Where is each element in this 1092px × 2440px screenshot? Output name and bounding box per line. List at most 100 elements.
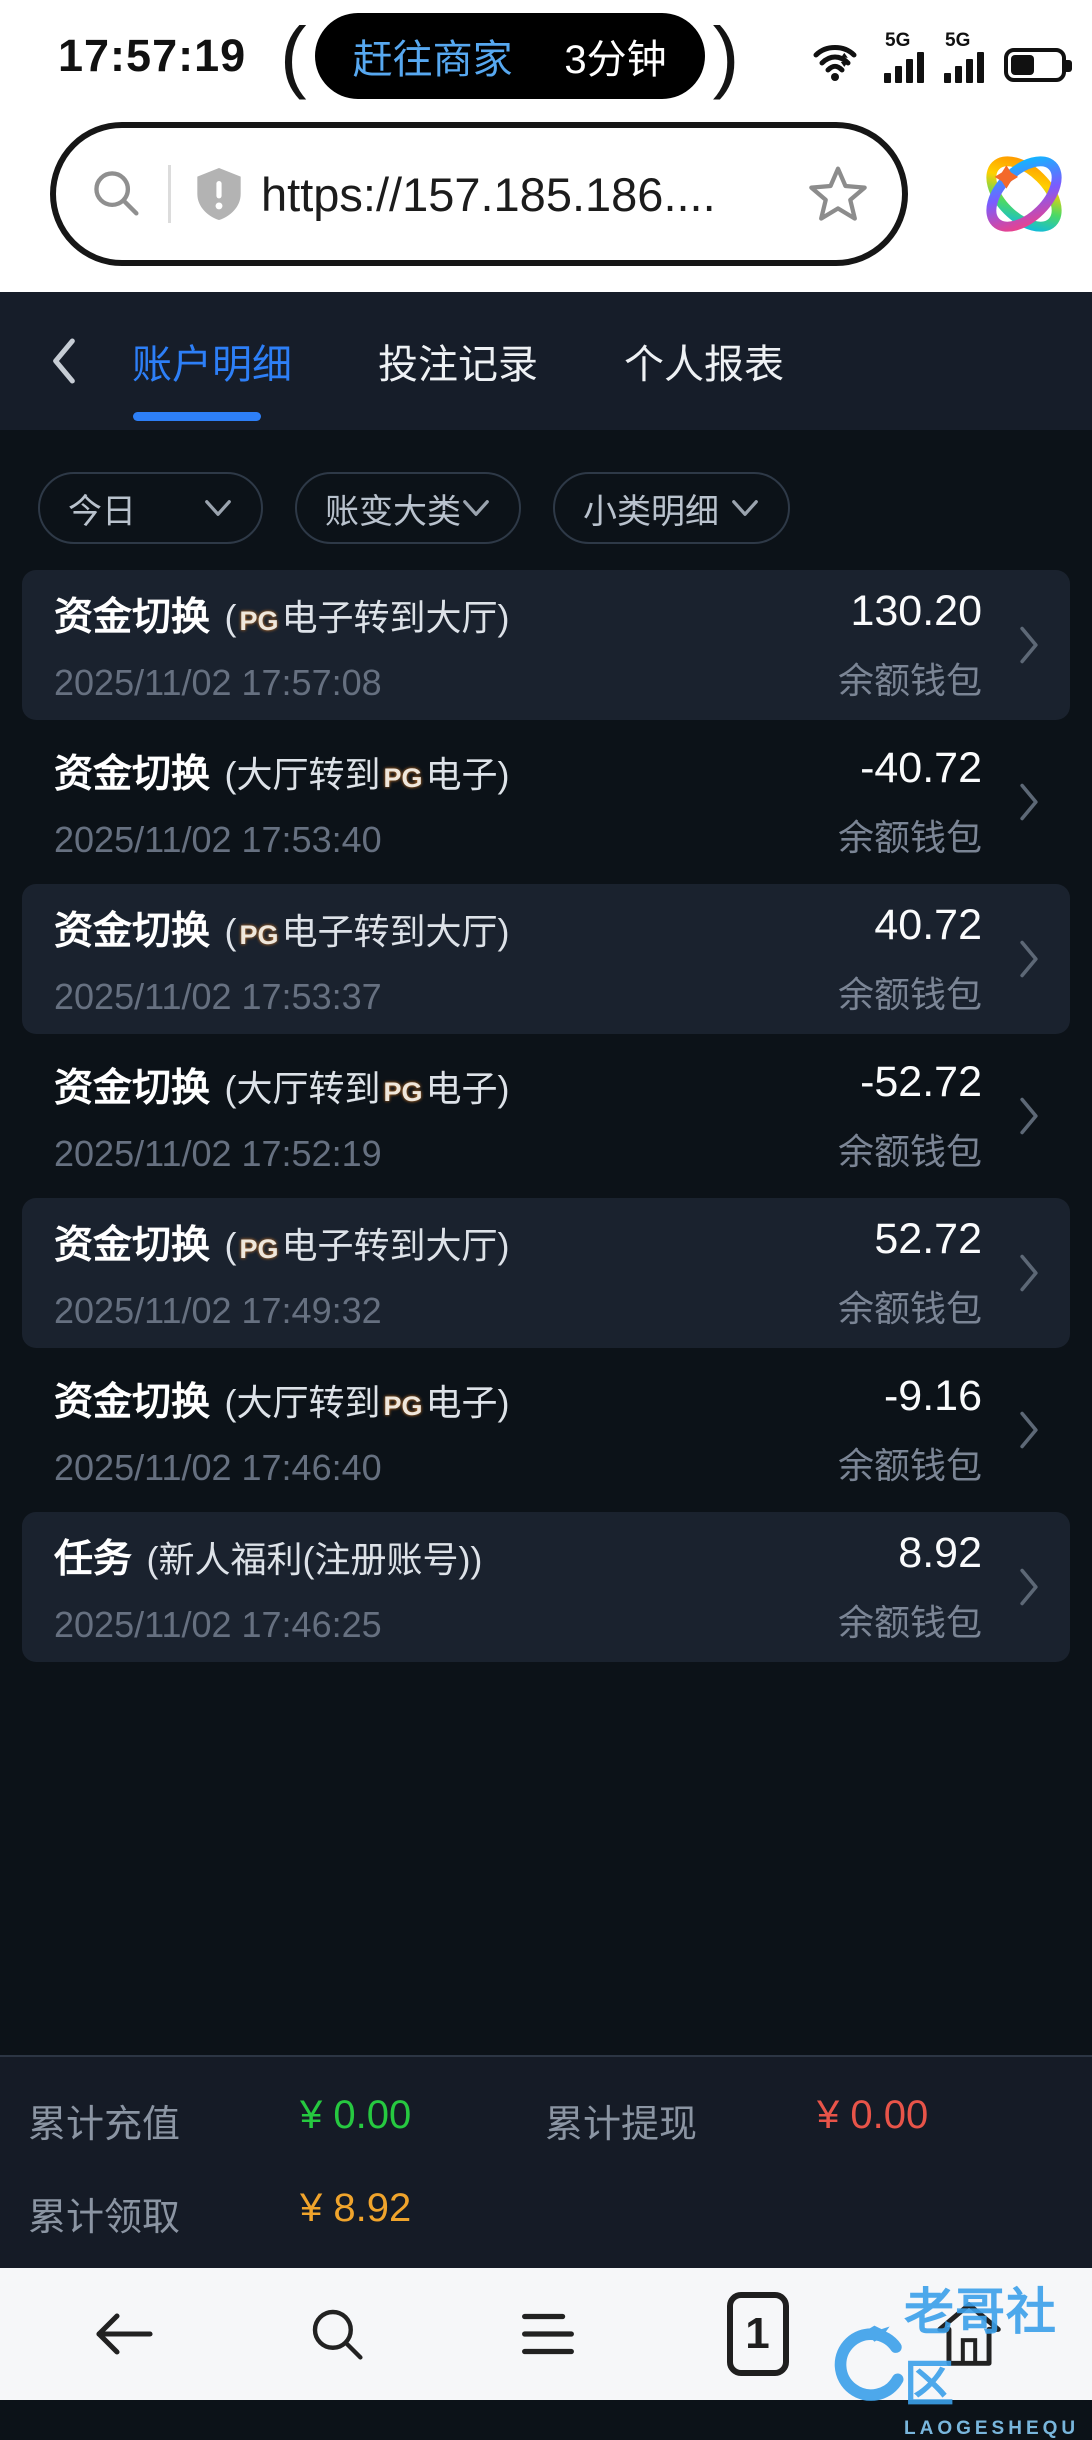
battery-icon <box>1004 48 1072 82</box>
transaction-wallet: 余额钱包 <box>837 816 982 858</box>
transaction-datetime: 2025/11/02 17:46:40 <box>54 1447 382 1488</box>
shield-alert-icon[interactable] <box>193 165 245 223</box>
transaction-datetime: 2025/11/02 17:46:25 <box>54 1604 382 1645</box>
filter-row: 今日 账变大类 小类明细 <box>38 472 1092 544</box>
transaction-wallet: 余额钱包 <box>837 973 982 1015</box>
chevron-right-icon <box>1020 1411 1038 1449</box>
transaction-datetime: 2025/11/02 17:53:40 <box>54 819 382 860</box>
pg-soft-logo-icon: PG <box>239 920 279 950</box>
dragon-logo-icon <box>834 2325 904 2401</box>
chevron-down-icon <box>732 500 758 516</box>
chevron-down-icon <box>463 500 489 516</box>
page-header: 账户明细 投注记录 个人报表 <box>0 292 1092 430</box>
back-chevron-icon[interactable] <box>44 333 84 389</box>
transaction-datetime: 2025/11/02 17:52:19 <box>54 1133 382 1174</box>
filter-subcategory[interactable]: 小类明细 <box>553 472 790 544</box>
back-arrow-icon[interactable] <box>86 2304 160 2364</box>
transaction-row[interactable]: 任务 (新人福利(注册账号)) 2025/11/02 17:46:25 8.92… <box>22 1512 1070 1662</box>
pg-soft-logo-icon: PG <box>239 606 279 636</box>
transaction-type: 资金切换 <box>54 1067 211 1110</box>
browser-top-chrome: 17:57:19 ( 赶往商家 3分钟 ) 5G 5G <box>0 0 1092 292</box>
transaction-row[interactable]: 资金切换 (大厅转到 PG电子) 2025/11/02 17:53:40 -40.… <box>22 727 1070 877</box>
transaction-amount: 52.72 <box>874 1214 982 1263</box>
chevron-right-icon <box>1020 1568 1038 1606</box>
url-text[interactable]: https://157.185.186.... <box>261 167 716 221</box>
clock: 17:57:19 <box>58 30 247 81</box>
transaction-wallet: 余额钱包 <box>837 1444 982 1486</box>
transaction-amount: 40.72 <box>874 900 982 949</box>
tab-account-details[interactable]: 账户明细 <box>132 343 292 387</box>
pg-soft-logo-icon: PG <box>239 1234 279 1264</box>
total-withdraw-label: 累计提现 <box>545 2104 698 2146</box>
transaction-row[interactable]: 资金切换 (大厅转到 PG电子) 2025/11/02 17:52:19 -52.… <box>22 1041 1070 1191</box>
transaction-datetime: 2025/11/02 17:57:08 <box>54 662 382 703</box>
chevron-right-icon <box>1020 940 1038 978</box>
transaction-detail: (PG电子转到大厅) <box>224 597 510 638</box>
browser-logo-icon[interactable] <box>974 140 1074 244</box>
pg-soft-logo-icon: PG <box>383 1391 423 1421</box>
chevron-right-icon <box>1020 1097 1038 1135</box>
transaction-wallet: 余额钱包 <box>837 1130 982 1172</box>
transaction-type: 资金切换 <box>54 1224 211 1267</box>
watermark-subtext: LAOGESHEQU <box>904 2418 1080 2439</box>
transaction-wallet: 余额钱包 <box>837 1601 982 1643</box>
pg-soft-logo-icon: PG <box>383 763 423 793</box>
active-tab-underline <box>133 412 261 421</box>
transaction-row[interactable]: 资金切换 (PG电子转到大厅) 2025/11/02 17:49:32 52.7… <box>22 1198 1070 1348</box>
island-pill[interactable]: 赶往商家 3分钟 <box>314 13 705 99</box>
transaction-amount: -52.72 <box>860 1057 982 1106</box>
watermark-text: 老哥社区 <box>904 2284 1057 2412</box>
total-claim-label: 累计领取 <box>28 2197 181 2239</box>
menu-icon[interactable] <box>513 2304 583 2364</box>
signal-5g-icon: 5G <box>884 31 924 83</box>
transaction-row[interactable]: 资金切换 (PG电子转到大厅) 2025/11/02 17:53:37 40.7… <box>22 884 1070 1034</box>
filter-category[interactable]: 账变大类 <box>295 472 521 544</box>
live-activity-island[interactable]: ( 赶往商家 3分钟 ) <box>280 10 739 102</box>
transaction-type: 资金切换 <box>54 753 211 796</box>
status-bar: 17:57:19 ( 赶往商家 3分钟 ) 5G 5G <box>0 0 1092 112</box>
account-details-page: 账户明细 投注记录 个人报表 今日 账变大类 小类明细 <box>0 292 1092 2268</box>
transaction-row[interactable]: 资金切换 (大厅转到 PG电子) 2025/11/02 17:46:40 -9.1… <box>22 1355 1070 1505</box>
tab-personal-report[interactable]: 个人报表 <box>624 343 784 387</box>
transaction-amount: 130.20 <box>850 586 982 635</box>
watermark: 老哥社区 LAOGESHEQU <box>826 2272 1088 2440</box>
transaction-type: 资金切换 <box>54 910 211 953</box>
chevron-right-icon <box>1020 626 1038 664</box>
filter-date[interactable]: 今日 <box>38 472 263 544</box>
transaction-datetime: 2025/11/02 17:53:37 <box>54 976 382 1017</box>
star-icon[interactable] <box>806 162 870 226</box>
chevron-down-icon <box>205 500 231 516</box>
paren-left: ( <box>280 11 307 100</box>
tab-bet-records[interactable]: 投注记录 <box>378 343 538 387</box>
transaction-amount: -40.72 <box>860 743 982 792</box>
tab-bar: 账户明细 投注记录 个人报表 <box>132 332 784 390</box>
transaction-type: 资金切换 <box>54 596 211 639</box>
total-claim-value: ¥ 8.92 <box>300 2186 412 2230</box>
address-bar[interactable]: https://157.185.186.... <box>50 122 908 266</box>
signal-5g-icon: 5G <box>944 31 984 83</box>
pg-soft-logo-icon: PG <box>383 1077 423 1107</box>
transaction-detail: (PG电子转到大厅) <box>224 1225 510 1266</box>
transaction-type: 资金切换 <box>54 1381 211 1424</box>
island-timer: 3分钟 <box>564 38 667 82</box>
wifi-icon <box>813 45 857 81</box>
search-icon[interactable] <box>304 2301 370 2367</box>
search-icon[interactable] <box>88 165 146 223</box>
transaction-type: 任务 <box>54 1538 133 1581</box>
transaction-datetime: 2025/11/02 17:49:32 <box>54 1290 382 1331</box>
transaction-row[interactable]: 资金切换 (PG电子转到大厅) 2025/11/02 17:57:08 130.… <box>22 570 1070 720</box>
total-recharge-label: 累计充值 <box>28 2104 181 2146</box>
total-recharge-value: ¥ 0.00 <box>300 2093 412 2137</box>
transaction-detail: (大厅转到 PG电子) <box>224 1382 510 1423</box>
transaction-detail: (新人福利(注册账号)) <box>146 1539 483 1580</box>
transaction-detail: (PG电子转到大厅) <box>224 911 510 952</box>
transaction-detail: (大厅转到 PG电子) <box>224 754 510 795</box>
total-withdraw-value: ¥ 0.00 <box>817 2093 929 2137</box>
transaction-detail: (大厅转到 PG电子) <box>224 1068 510 1109</box>
home-icon[interactable] <box>932 2297 1006 2371</box>
tabs-icon[interactable]: 1 <box>726 2292 789 2376</box>
paren-right: ) <box>712 11 740 100</box>
summary-panel: 累计充值 ¥ 0.00 累计提现 ¥ 0.00 累计领取 ¥ 8.92 <box>0 2055 1092 2268</box>
browser-bottom-bar: 1 <box>0 2268 1092 2400</box>
transaction-wallet: 余额钱包 <box>837 659 982 701</box>
